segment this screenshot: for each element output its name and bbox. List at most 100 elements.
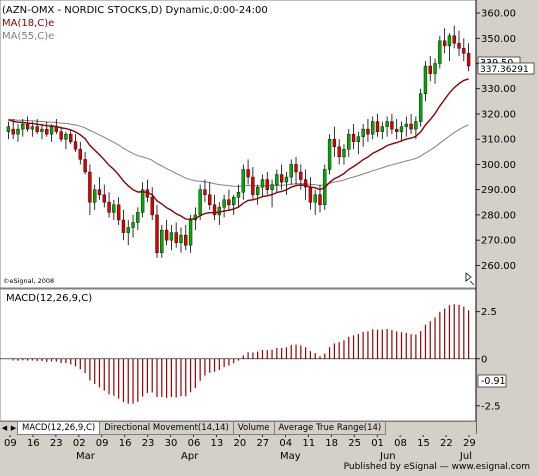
candle[interactable] [136, 207, 140, 231]
candle[interactable] [289, 159, 293, 185]
candle[interactable] [73, 134, 78, 152]
candle[interactable] [208, 182, 212, 210]
candle[interactable] [390, 113, 394, 135]
candle[interactable] [203, 179, 207, 203]
candle[interactable] [241, 164, 245, 200]
candle[interactable] [423, 60, 428, 102]
tab-directional-movement[interactable]: Directional Movement(14,14) [99, 422, 234, 435]
candle[interactable] [246, 159, 250, 185]
candle[interactable] [265, 172, 269, 195]
candle[interactable] [45, 121, 49, 137]
candle[interactable] [83, 151, 87, 175]
candle[interactable] [69, 129, 73, 145]
candle[interactable] [232, 194, 236, 215]
candle[interactable] [174, 222, 178, 248]
candle[interactable] [385, 116, 389, 137]
candle[interactable] [107, 192, 111, 218]
candle[interactable] [227, 189, 231, 210]
candle[interactable] [126, 219, 130, 246]
candle[interactable] [222, 194, 226, 218]
candle[interactable] [131, 214, 135, 238]
candle[interactable] [88, 164, 92, 215]
candle[interactable] [284, 172, 289, 195]
tab-next-icon[interactable]: ▶ [10, 424, 17, 432]
candle[interactable] [184, 225, 188, 251]
candle[interactable] [169, 225, 174, 251]
candle[interactable] [438, 35, 442, 69]
candle[interactable] [6, 121, 11, 140]
candle[interactable] [212, 194, 217, 220]
x-tick-label: 27 [256, 438, 269, 449]
candle[interactable] [16, 124, 20, 142]
candle[interactable] [121, 209, 126, 241]
candle[interactable] [116, 197, 121, 226]
candle[interactable] [347, 129, 351, 157]
candle[interactable] [155, 204, 159, 258]
candle[interactable] [313, 189, 317, 215]
candle[interactable] [342, 144, 346, 165]
candle[interactable] [11, 119, 15, 140]
tab-average-true-range[interactable]: Average True Range(14) [273, 422, 387, 435]
x-tick-label: 04 [279, 438, 292, 449]
candle[interactable] [188, 214, 193, 253]
candle[interactable] [404, 116, 408, 137]
candle[interactable] [260, 174, 265, 198]
macd-pane[interactable] [0, 288, 477, 422]
candle[interactable] [236, 184, 241, 208]
candle[interactable] [371, 116, 375, 140]
candle[interactable] [351, 124, 356, 150]
candle[interactable] [150, 187, 154, 220]
candle[interactable] [366, 119, 370, 142]
candle[interactable] [78, 141, 82, 165]
candle[interactable] [255, 184, 260, 205]
candle[interactable] [375, 113, 380, 137]
candle[interactable] [251, 166, 255, 200]
candle[interactable] [59, 126, 63, 142]
candle[interactable] [380, 121, 385, 140]
candle[interactable] [428, 55, 432, 82]
macd-tick-label: 2.5 [481, 307, 497, 318]
candle[interactable] [35, 119, 39, 135]
candle[interactable] [275, 169, 279, 193]
candle[interactable] [447, 33, 452, 61]
candle[interactable] [92, 184, 97, 210]
candle[interactable] [160, 225, 164, 258]
candle[interactable] [418, 88, 423, 127]
candle[interactable] [332, 126, 337, 157]
candle[interactable] [140, 182, 145, 218]
price-pane[interactable] [0, 0, 477, 289]
candle[interactable] [97, 177, 102, 200]
candle[interactable] [466, 43, 471, 72]
x-tick-label: 13 [211, 438, 224, 449]
candle[interactable] [452, 25, 456, 49]
time-axis[interactable] [0, 434, 476, 462]
candle[interactable] [270, 179, 274, 208]
candle[interactable] [327, 134, 332, 175]
tab-macd[interactable]: MACD(12,26,9,C) [17, 422, 101, 435]
candle[interactable] [279, 164, 284, 190]
candle[interactable] [361, 124, 365, 147]
candle[interactable] [25, 116, 30, 132]
candle[interactable] [294, 156, 298, 185]
candle[interactable] [337, 139, 341, 165]
candle[interactable] [462, 38, 466, 61]
tab-prev-icon[interactable]: ◀ [1, 424, 8, 432]
scroll-right-icon[interactable] [465, 272, 475, 286]
candle[interactable] [164, 219, 169, 246]
candle[interactable] [64, 131, 68, 150]
tab-volume[interactable]: Volume [232, 422, 275, 435]
candle[interactable] [442, 28, 447, 54]
candle[interactable] [457, 30, 461, 56]
candle[interactable] [409, 113, 413, 135]
y-tick-label: 330.00 [481, 84, 516, 95]
candle[interactable] [433, 58, 437, 84]
candle[interactable] [179, 227, 183, 253]
candle[interactable] [112, 199, 116, 220]
candle[interactable] [399, 121, 404, 142]
candle[interactable] [40, 124, 44, 140]
candle[interactable] [102, 184, 106, 208]
candle[interactable] [395, 119, 399, 140]
x-tick-label: 15 [417, 438, 430, 449]
candle[interactable] [356, 131, 361, 155]
